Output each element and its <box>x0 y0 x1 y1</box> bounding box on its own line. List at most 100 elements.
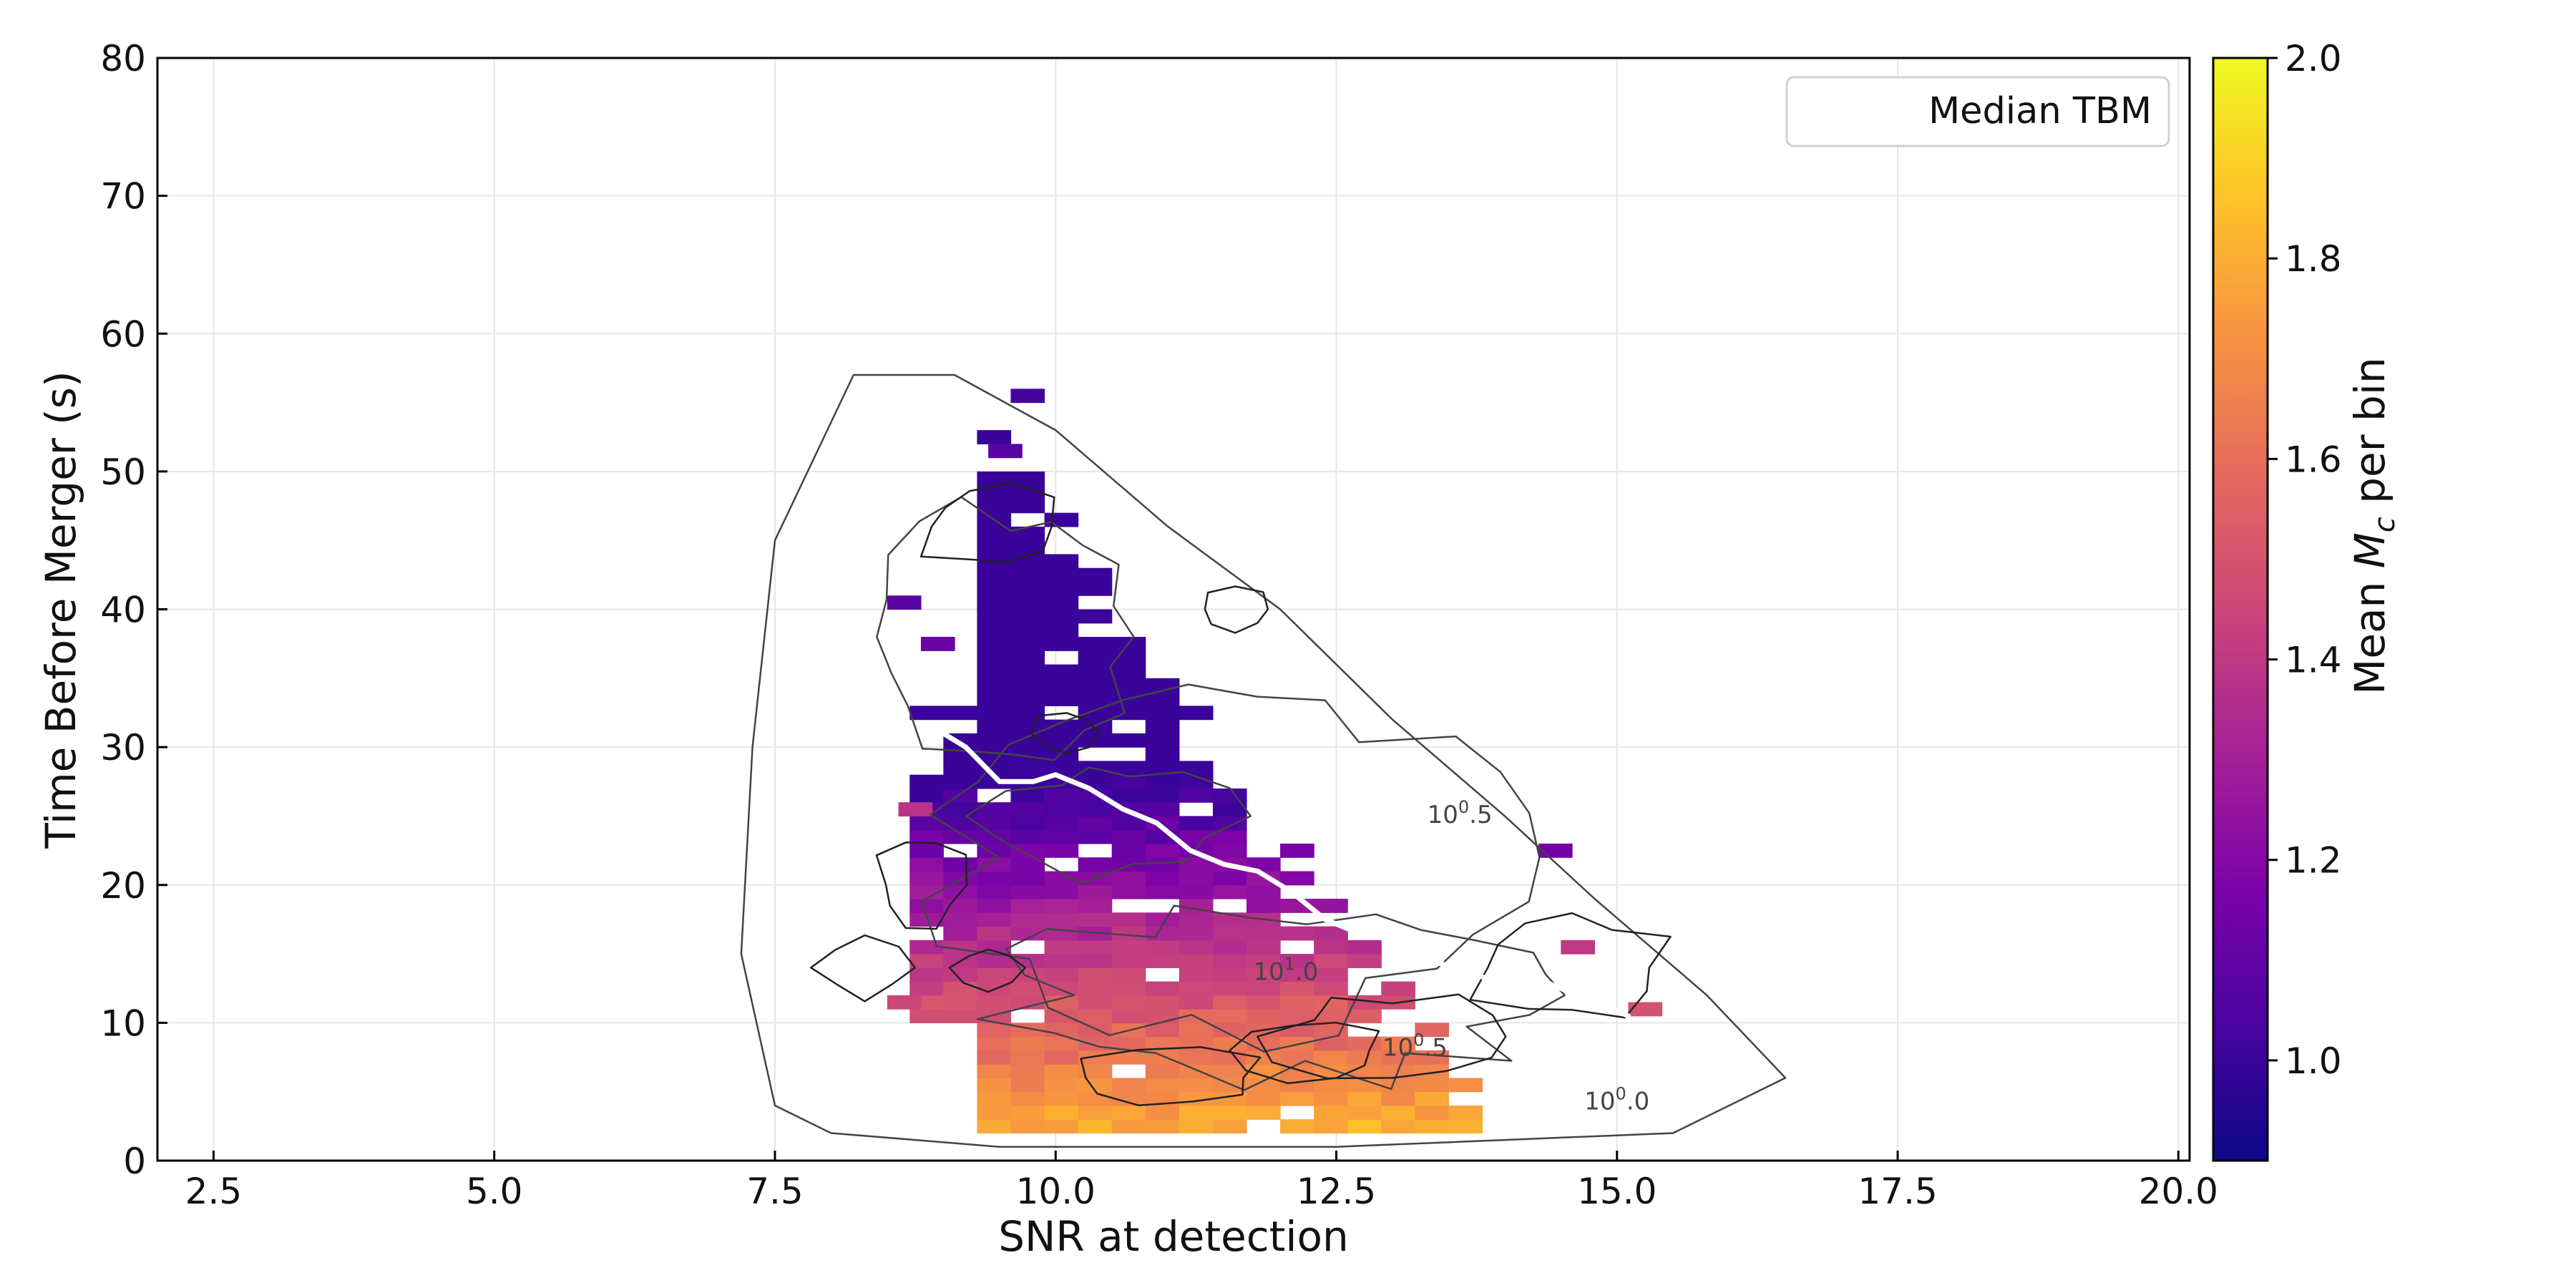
heatmap-cell <box>977 637 1012 651</box>
x-tick-label: 10.0 <box>1016 1171 1096 1212</box>
heatmap-cell <box>1010 526 1045 541</box>
heatmap-cell <box>1010 623 1045 638</box>
contour-labels: 101.0 100.5 100.0 100.5 <box>1253 797 1649 1116</box>
heatmap-cell <box>1246 954 1281 968</box>
y-tick-label: 30 <box>100 727 146 769</box>
heatmap-cell <box>1145 719 1180 734</box>
heatmap-cell <box>1044 567 1079 582</box>
heatmap-cell <box>1044 981 1079 996</box>
heatmap-cell <box>977 430 1012 444</box>
heatmap-cell <box>1010 1036 1045 1051</box>
heatmap-cell <box>1044 581 1079 596</box>
heatmap-cell <box>977 1119 1012 1134</box>
heatmap-cell <box>1111 940 1146 955</box>
heatmap-cell <box>1111 829 1146 844</box>
heatmap-cell <box>1179 1078 1214 1093</box>
heatmap-cell <box>977 1105 1012 1120</box>
heatmap-cell <box>1145 843 1180 858</box>
colorbar-gradient <box>2213 58 2268 1161</box>
heatmap-cell <box>1010 761 1045 776</box>
contour-line <box>740 374 1787 1148</box>
heatmap-cell <box>1010 1078 1045 1093</box>
colorbar-tick-label: 1.0 <box>2285 1040 2342 1082</box>
colorbar-tick-label: 1.4 <box>2285 640 2342 681</box>
contour-line <box>1229 1021 1380 1085</box>
heatmap-cell <box>1010 540 1045 555</box>
heatmap-cell <box>1078 1064 1113 1079</box>
heatmap-cell <box>1246 1078 1281 1093</box>
heatmap-cell <box>1179 926 1214 941</box>
heatmap-cell <box>1111 774 1146 789</box>
y-tick-label: 20 <box>100 865 146 907</box>
heatmap-cell <box>1145 884 1180 899</box>
heatmap-cell <box>1179 967 1214 982</box>
contour-line <box>921 683 1541 1053</box>
contour-line <box>948 948 1027 993</box>
heatmap-cell <box>1347 1091 1382 1106</box>
heatmap-cell <box>1044 967 1079 982</box>
contour-label: 100.0 <box>1584 1084 1649 1116</box>
heatmap-cell <box>1212 1119 1247 1134</box>
x-tick-label: 5.0 <box>466 1171 523 1212</box>
heatmap-cell <box>1044 692 1079 706</box>
heatmap-cell <box>1347 1078 1382 1093</box>
density-contours <box>740 374 1787 1148</box>
heatmap-cell <box>1044 637 1079 651</box>
heatmap-cell <box>1145 981 1180 996</box>
heatmap-cell <box>1078 1009 1113 1023</box>
heatmap-cell <box>977 926 1012 941</box>
heatmap-cell <box>1010 1064 1045 1079</box>
heatmap-cell <box>1628 1002 1663 1017</box>
heatmap-cell <box>1314 940 1348 955</box>
heatmap-cell <box>1111 995 1146 1010</box>
heatmap-cell <box>1145 1023 1180 1038</box>
heatmap-cell <box>1111 1078 1146 1093</box>
heatmap-cell <box>1044 912 1079 927</box>
heatmap-cell <box>1010 706 1045 721</box>
heatmap-cell <box>977 954 1012 968</box>
heatmap-cell <box>977 581 1012 596</box>
heatmap-cell <box>1212 788 1247 803</box>
heatmap-cell <box>1246 857 1281 872</box>
heatmap-cell <box>1044 816 1079 831</box>
heatmap-cell <box>1381 981 1415 996</box>
heatmap-cell <box>1111 761 1146 776</box>
heatmap-cell <box>977 816 1012 831</box>
heatmap-cell <box>1448 1119 1483 1134</box>
heatmap-cell <box>1561 940 1595 955</box>
heatmap-cell <box>1415 1105 1450 1120</box>
heatmap-cell <box>909 829 944 844</box>
heatmap-cell <box>887 995 922 1010</box>
heatmap-cell <box>1010 678 1045 693</box>
heatmap-cell <box>1010 1105 1045 1120</box>
heatmap-cell <box>1246 967 1281 982</box>
heatmap-cell <box>909 967 944 982</box>
heatmap-cell <box>977 623 1012 638</box>
heatmap-cell <box>1314 1078 1348 1093</box>
heatmap-cell <box>1111 954 1146 968</box>
heatmap-cell <box>1010 1050 1045 1065</box>
heatmap-cell <box>1145 940 1180 955</box>
heatmap-cell <box>1111 884 1146 899</box>
heatmap-cell <box>1212 1023 1247 1038</box>
colorbar: 1.0 1.2 1.4 1.6 1.8 2.0 Mean Mc per bin <box>2212 38 2401 1162</box>
heatmap-cell <box>1145 1064 1180 1079</box>
heatmap-cell <box>1381 1091 1415 1106</box>
heatmap-cell <box>1044 1009 1079 1023</box>
heatmap-cell <box>1347 1105 1382 1120</box>
heatmap-cell <box>1078 581 1113 596</box>
heatmap-cell <box>1280 995 1314 1010</box>
contour-line <box>919 482 1055 563</box>
heatmap-cell <box>1314 1050 1348 1065</box>
heatmap-cell <box>1044 871 1079 886</box>
heatmap-cell <box>1145 788 1180 803</box>
heatmap-cell <box>1010 567 1045 582</box>
heatmap-cell <box>909 774 944 789</box>
heatmap-cell <box>1179 981 1214 996</box>
heatmap-cell <box>1347 940 1382 955</box>
heatmap-cell <box>1078 981 1113 996</box>
heatmap-cell <box>909 884 944 899</box>
heatmap-cell <box>1212 1036 1247 1051</box>
heatmap-cell <box>1314 1119 1348 1134</box>
